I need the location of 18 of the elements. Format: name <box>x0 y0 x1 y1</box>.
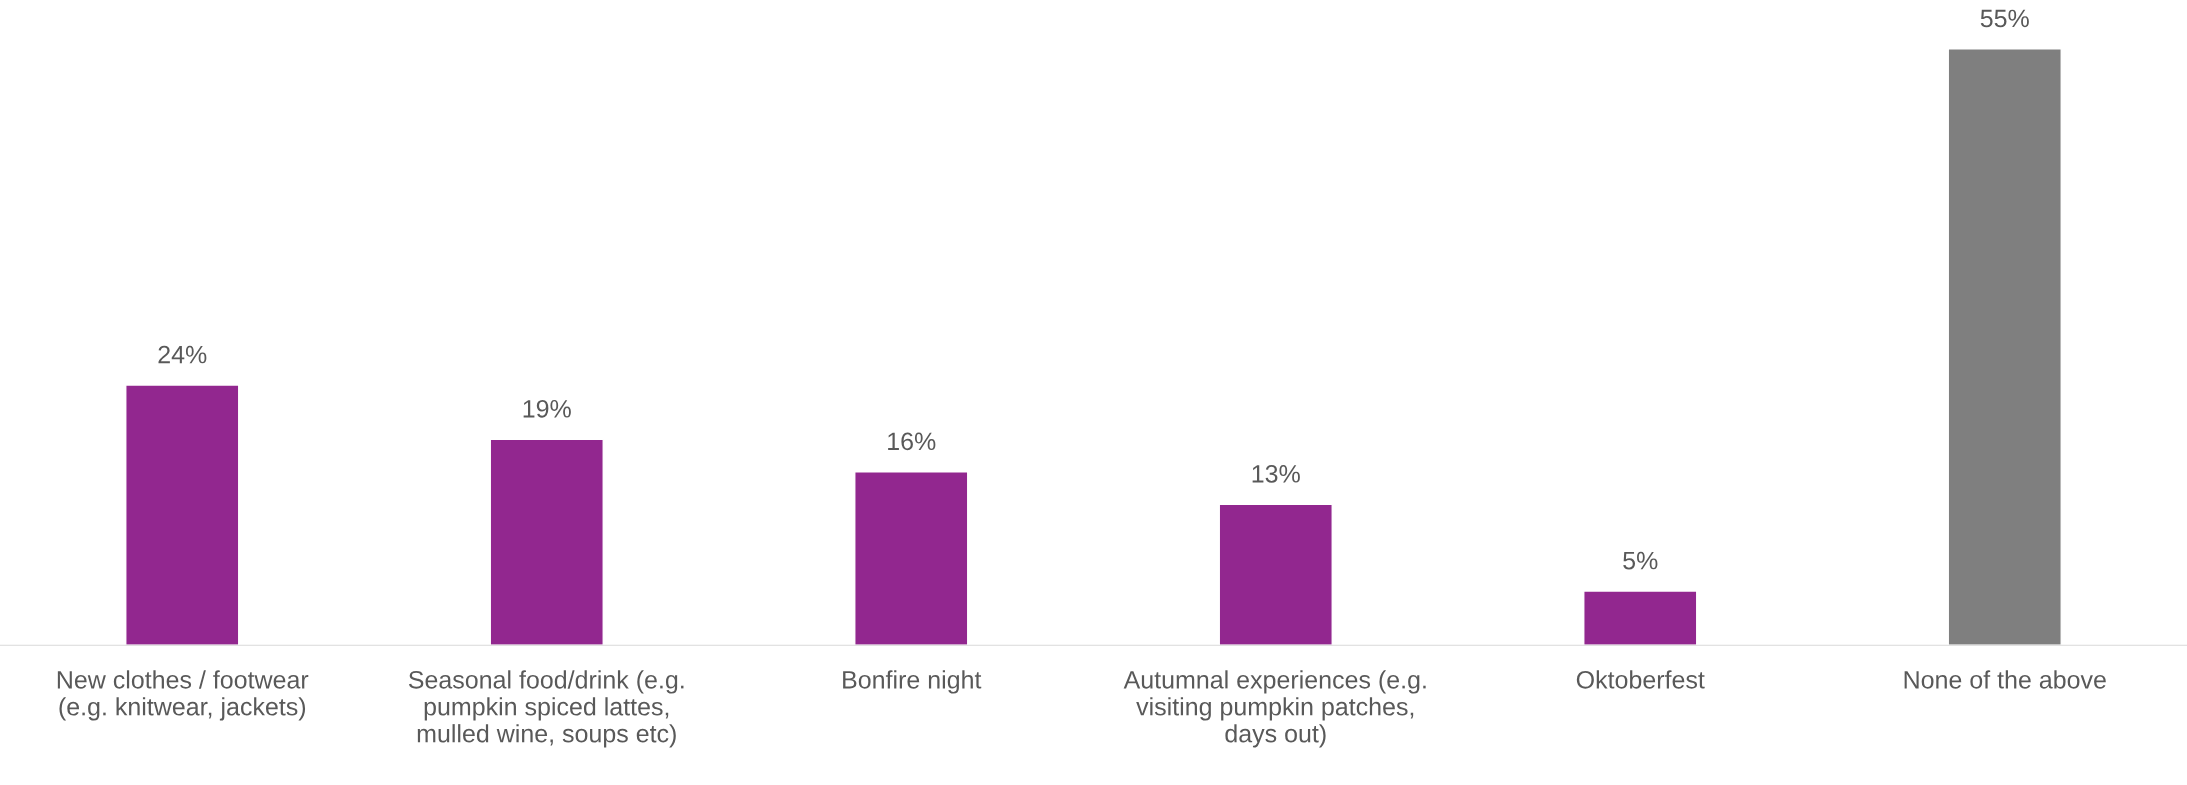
x-tick-label: New clothes / footwear (e.g. knitwear, jackets) <box>57 670 309 721</box>
x-tick-label: Autumnal experiences (e.g. visiting pumpkin patches, days out) <box>1123 670 1426 748</box>
x-tick-label: Seasonal food/drink (e.g. pumpkin spiced lattes, mulled wine, soups etc) <box>408 670 684 748</box>
bar <box>1947 48 2062 646</box>
x-tick-label: None of the above <box>1904 670 2106 689</box>
bar <box>1583 590 1698 646</box>
data-label: 19% <box>523 399 571 418</box>
data-label: 55% <box>1980 9 2029 28</box>
data-label: 5% <box>1623 551 1658 570</box>
data-label: 16% <box>888 432 936 451</box>
x-tick-label: Bonfire night <box>843 670 982 694</box>
bar <box>1218 503 1333 646</box>
data-label: 13% <box>1252 465 1300 483</box>
data-label: 24% <box>158 345 207 364</box>
bar <box>854 471 969 646</box>
bar <box>489 438 604 646</box>
bar <box>125 384 240 646</box>
x-tick-label: Oktoberfest <box>1576 670 1705 689</box>
